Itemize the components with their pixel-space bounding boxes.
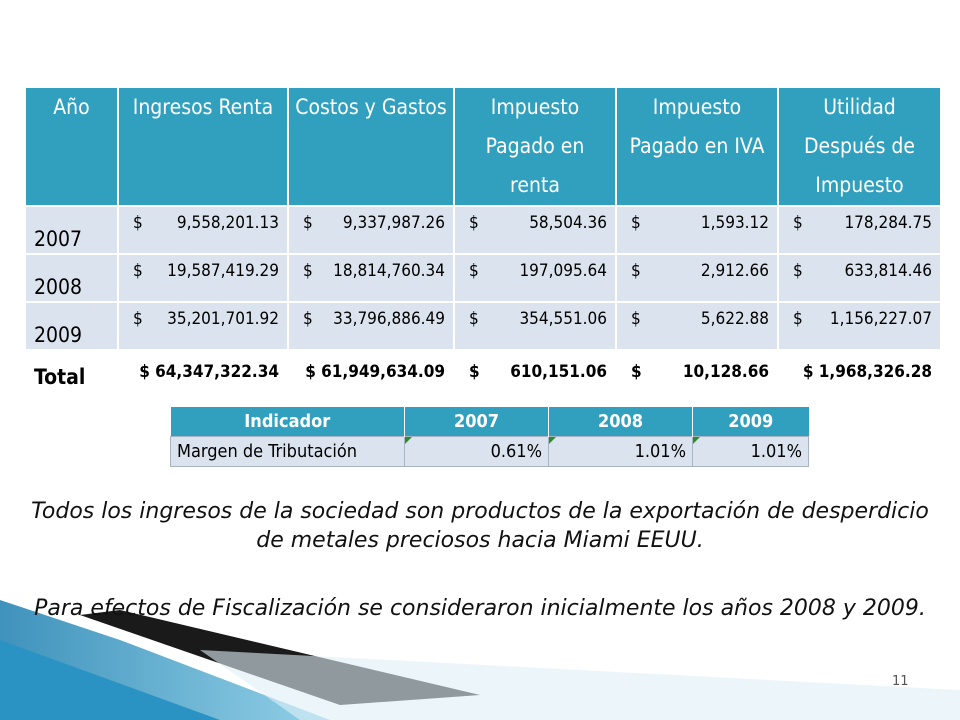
cell-value: $1,156,227.07 — [777, 301, 940, 350]
indicator-header-row: Indicador 2007 2008 2009 — [170, 407, 809, 437]
paragraph-fiscalization: Para efectos de Fiscalización se conside… — [34, 596, 926, 621]
cell-value: $1,593.12 — [615, 205, 778, 254]
total-impuesto-renta: $610,151.06 — [453, 349, 616, 393]
header-2009: 2009 — [692, 407, 809, 437]
page-number: 11 — [892, 674, 909, 689]
cell-marker-icon — [693, 437, 700, 444]
table-row: 2008 $19,587,419.29 $18,814,760.34 $197,… — [26, 253, 940, 302]
header-indicador: Indicador — [170, 407, 405, 437]
cell-value: $178,284.75 — [777, 205, 940, 254]
header-2008: 2008 — [548, 407, 693, 437]
total-impuesto-iva: $10,128.66 — [615, 349, 778, 393]
cell-value: $35,201,701.92 — [117, 301, 288, 350]
cell-value: $9,558,201.13 — [117, 205, 288, 254]
header-2007: 2007 — [404, 407, 549, 437]
cell-value: $18,814,760.34 — [287, 253, 454, 302]
indicator-table: Indicador 2007 2008 2009 Margen de Tribu… — [170, 407, 809, 467]
header-ano: Año — [26, 88, 118, 206]
header-impuesto-renta: Impuesto Pagado en renta — [453, 88, 616, 206]
total-row: Total $ 64,347,322.34 $ 61,949,634.09 $6… — [26, 349, 940, 393]
header-utilidad: Utilidad Después de Impuesto — [777, 88, 940, 206]
table-row: 2007 $9,558,201.13 $9,337,987.26 $58,504… — [26, 205, 940, 254]
header-ingresos-renta: Ingresos Renta — [117, 88, 288, 206]
financial-summary-table: Año Ingresos Renta Costos y Gastos Impue… — [26, 88, 940, 393]
header-impuesto-iva: Impuesto Pagado en IVA — [615, 88, 778, 206]
header-costos-gastos: Costos y Gastos — [287, 88, 454, 206]
row-year: 2007 — [26, 205, 118, 254]
cell-value: $19,587,419.29 — [117, 253, 288, 302]
row-year: 2008 — [26, 253, 118, 302]
total-ingresos: $ 64,347,322.34 — [117, 349, 288, 393]
total-label: Total — [26, 349, 118, 393]
paragraph-exports: Todos los ingresos de la sociedad son pr… — [31, 499, 929, 553]
indicator-row: Margen de Tributación 0.61% 1.01% 1.01% — [170, 436, 809, 467]
table-row: 2009 $35,201,701.92 $33,796,886.49 $354,… — [26, 301, 940, 350]
indicator-value: 1.01% — [548, 436, 693, 467]
cell-value: $354,551.06 — [453, 301, 616, 350]
indicator-value: 1.01% — [692, 436, 809, 467]
cell-marker-icon — [405, 437, 412, 444]
total-utilidad: $ 1,968,326.28 — [777, 349, 940, 393]
table-header-row: Año Ingresos Renta Costos y Gastos Impue… — [26, 88, 940, 206]
indicator-value: 0.61% — [404, 436, 549, 467]
indicator-label: Margen de Tributación — [170, 436, 405, 467]
cell-value: $2,912.66 — [615, 253, 778, 302]
row-year: 2009 — [26, 301, 118, 350]
cell-value: $633,814.46 — [777, 253, 940, 302]
cell-value: $197,095.64 — [453, 253, 616, 302]
cell-marker-icon — [549, 437, 556, 444]
total-costos: $ 61,949,634.09 — [287, 349, 454, 393]
cell-value: $58,504.36 — [453, 205, 616, 254]
cell-value: $5,622.88 — [615, 301, 778, 350]
cell-value: $33,796,886.49 — [287, 301, 454, 350]
cell-value: $9,337,987.26 — [287, 205, 454, 254]
